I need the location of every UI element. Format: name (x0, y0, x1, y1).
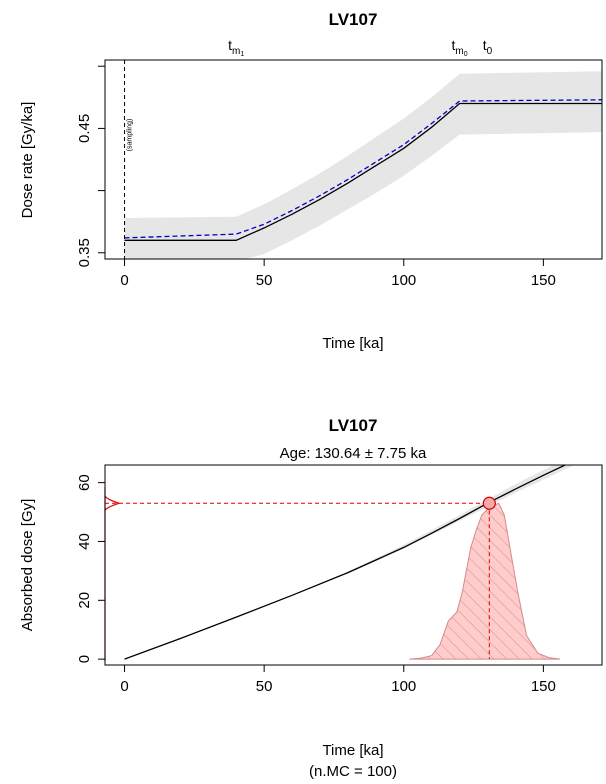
chart2-x-tick-label: 50 (256, 678, 273, 695)
chart1-sampling-label: (sampling) (127, 119, 134, 152)
chart2-plot-box (105, 465, 602, 665)
chart2-x-tick-label: 0 (120, 678, 128, 695)
chart1-top-marker: t0 (483, 37, 493, 57)
chart1-top-marker: tm0 (452, 37, 468, 58)
chart1-top-marker: tm1 (228, 37, 244, 58)
chart2-age-density (409, 503, 560, 659)
chart1-band-area (125, 71, 603, 261)
chart2-guide-lines (105, 497, 495, 659)
chart2-y-label: Absorbed dose [Gy] (19, 499, 36, 632)
chart2-y-tick-label: 40 (76, 533, 93, 550)
chart1-x-axis: 0 50 100 150 (120, 259, 556, 289)
chart2-x-label: Time [ka] (322, 742, 383, 759)
chart2-x-tick-label: 100 (391, 678, 416, 695)
chart1-x-tick-label: 100 (391, 272, 416, 289)
chart-absorbed-dose: LV107 Age: 130.64 ± 7.75 ka 0 50 100 150 0 2… (19, 416, 602, 780)
chart1-x-tick-label: 150 (531, 272, 556, 289)
chart2-title: LV107 (329, 416, 378, 435)
chart1-y-label: Dose rate [Gy/ka] (19, 102, 36, 219)
chart1-y-tick-label: 0.35 (76, 238, 93, 267)
chart2-subtitle: Age: 130.64 ± 7.75 ka (280, 445, 427, 462)
chart1-top-markers: tm1 tm0 t0 (228, 37, 493, 58)
chart2-density-area (409, 503, 560, 659)
chart2-y-tick-label: 60 (76, 474, 93, 491)
chart1-x-label: Time [ka] (322, 335, 383, 352)
chart1-y-tick-label: 0.45 (76, 114, 93, 143)
chart2-x-axis: 0 50 100 150 (120, 665, 556, 695)
chart1-y-axis: 0.35 0.45 (76, 66, 105, 267)
chart1-x-tick-label: 0 (120, 272, 128, 289)
chart1-title: LV107 (329, 10, 378, 29)
chart2-age-marker (483, 497, 495, 509)
chart2-y-axis: 0 20 40 60 (76, 474, 105, 663)
chart2-y-tick-label: 0 (76, 655, 93, 663)
chart1-x-tick-label: 50 (256, 272, 273, 289)
chart1-uncertainty-band (125, 71, 603, 261)
chart2-x-tick-label: 150 (531, 678, 556, 695)
chart2-dose-density (105, 487, 119, 661)
chart2-x-label-nmc: (n.MC = 100) (309, 763, 397, 780)
chart2-y-tick-label: 20 (76, 592, 93, 609)
chart-dose-rate: LV107 (sampling) tm1 tm0 t0 0 50 100 150 0.35… (19, 10, 602, 352)
